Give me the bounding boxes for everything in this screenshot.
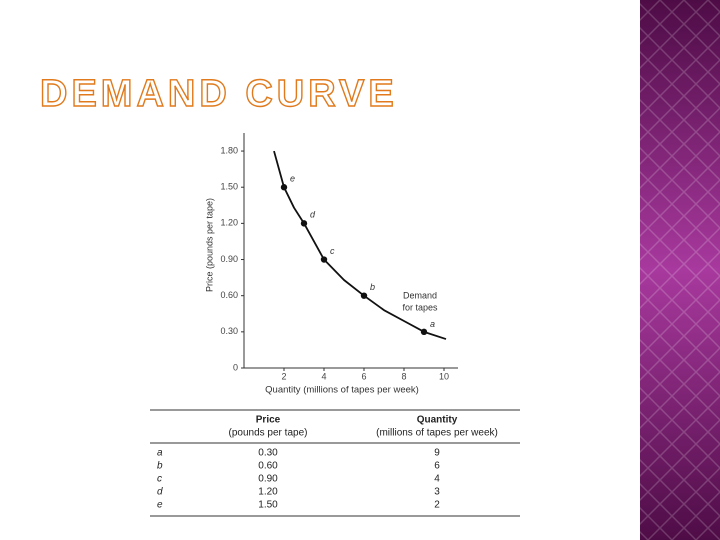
side-pattern: [640, 0, 720, 540]
quantity-cell: 6: [434, 461, 440, 472]
annotation: for tapes: [402, 302, 438, 312]
demand-curve: [273, 150, 447, 340]
row-letter: b: [157, 461, 163, 472]
quantity-cell: 4: [434, 474, 440, 485]
point-label: d: [310, 210, 316, 220]
y-tick-label: 1.50: [220, 182, 238, 192]
row-letter: d: [157, 487, 163, 498]
point: [420, 328, 428, 336]
table-header: (pounds per tape): [229, 428, 308, 439]
quantity-cell: 2: [434, 500, 440, 511]
y-tick-label: 1.20: [220, 218, 238, 228]
row-letter: a: [157, 448, 163, 459]
table-header: Price: [256, 415, 281, 426]
x-tick-label: 10: [439, 371, 449, 381]
row-letter: e: [157, 500, 163, 511]
point: [320, 256, 328, 263]
point-label: a: [430, 319, 435, 329]
y-tick-label: 1.80: [220, 145, 238, 155]
point-label: e: [290, 174, 295, 184]
slide-title: DEMAND CURVE: [40, 73, 398, 115]
row-letter: c: [157, 474, 162, 485]
price-cell: 0.30: [258, 448, 278, 459]
quantity-cell: 3: [434, 487, 440, 498]
price-cell: 1.50: [258, 500, 278, 511]
point-label: b: [370, 282, 375, 292]
y-axis-label: Price (pounds per tape): [204, 198, 214, 292]
price-cell: 1.20: [258, 487, 278, 498]
x-axis-label: Quantity (millions of tapes per week): [265, 385, 419, 396]
y-tick-label: 0.30: [220, 326, 238, 336]
x-tick-label: 4: [321, 371, 326, 381]
x-tick-label: 8: [401, 371, 406, 381]
point: [300, 220, 308, 227]
price-cell: 0.90: [258, 474, 278, 485]
x-tick-label: 2: [281, 371, 286, 381]
table-header: Quantity: [417, 415, 458, 426]
annotation: Demand: [403, 290, 437, 300]
y-tick-label: 0.60: [220, 290, 238, 300]
y-tick-label: 0.90: [220, 254, 238, 264]
point: [360, 292, 368, 299]
y-tick-label: 0: [233, 362, 238, 372]
price-cell: 0.60: [258, 461, 278, 472]
table-header: (millions of tapes per week): [376, 428, 498, 439]
point: [280, 184, 288, 191]
quantity-cell: 9: [434, 448, 440, 459]
x-tick-label: 6: [361, 371, 366, 381]
point-label: c: [330, 246, 335, 256]
